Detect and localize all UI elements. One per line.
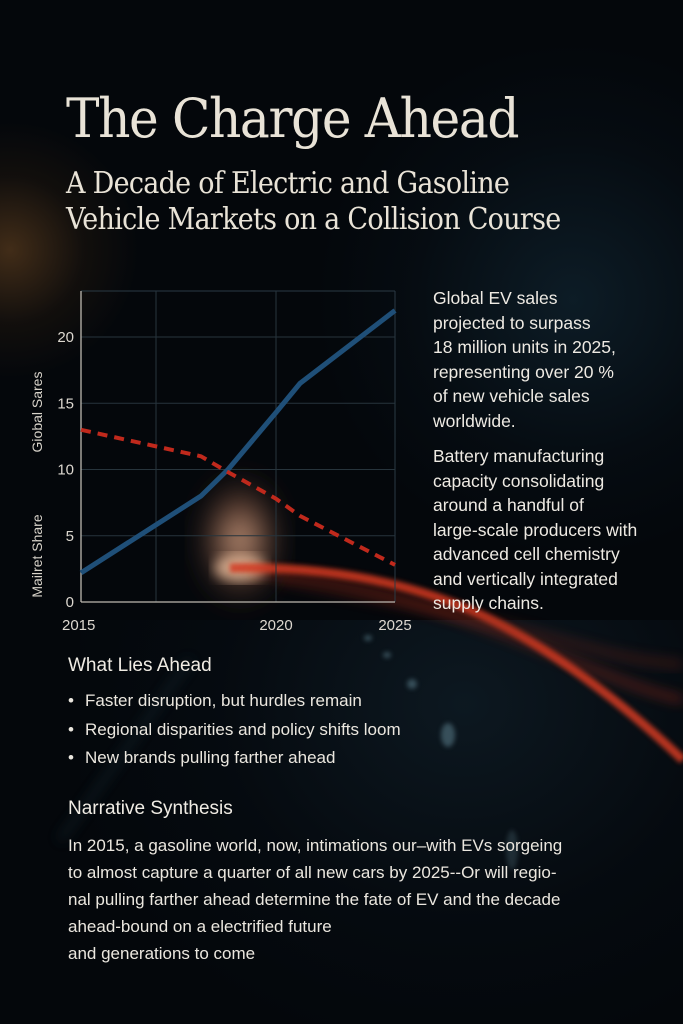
paragraph-line: and generations to come <box>68 944 256 963</box>
bullet-icon: • <box>68 748 74 767</box>
ev-sales-line <box>79 308 397 576</box>
paragraph-line: to almost capture a quarter of all new c… <box>68 863 557 882</box>
chart-canvas: 0 5 10 15 20 2015 2020 2025 Giobal Sares Mailret … <box>29 290 412 634</box>
x-tick-label: 2015 <box>62 617 95 634</box>
line-chart: 0 5 10 15 20 2015 2020 2025 Giobal Sares Mailret … <box>0 270 420 640</box>
paragraph-line: nal pulling farther ahead determine the … <box>68 890 561 909</box>
subtitle-line-1: A Decade of Electric and Gasoline <box>66 166 510 201</box>
y-tick-label: 10 <box>57 462 74 479</box>
callout-line: around a handful of <box>433 495 584 515</box>
y-tick-label: 5 <box>66 528 74 545</box>
list-item-text: Regional disparities and policy shifts l… <box>85 719 401 739</box>
callout-line: Global EV sales <box>433 288 558 308</box>
synthesis-paragraph: In 2015, a gasoline world, now, intimati… <box>68 832 668 967</box>
callout-line: advanced cell chemistry <box>433 544 620 564</box>
ev-sales-text: Global EV sales projected to surpass 18 … <box>433 286 673 433</box>
paragraph-line: In 2015, a gasoline world, now, intimati… <box>68 836 563 855</box>
section-heading: What Lies Ahead <box>68 655 212 676</box>
bullet-icon: • <box>68 691 74 710</box>
callout-line: large-scale producers with <box>433 519 638 540</box>
battery-callout: Battery manufacturing capacity consolida… <box>433 444 673 616</box>
callout-line: 18 million units in 2025, <box>433 337 616 357</box>
chart-grid <box>81 290 396 602</box>
bullet-list: • Faster disruption, but hurdles remain •… <box>68 687 668 773</box>
callout-line: representing over 20 % <box>433 361 614 382</box>
list-item: • Regional disparities and policy shifts … <box>68 716 668 745</box>
paragraph-line: ahead-bound on a electrified future <box>68 917 332 936</box>
list-item: • Faster disruption, but hurdles remain <box>68 687 668 716</box>
list-item: • New brands pulling farther ahead <box>68 744 668 773</box>
narrative-synthesis-section: Narrative Synthesis In 2015, a gasoline … <box>68 798 668 967</box>
callout-line: projected to surpass <box>433 312 591 333</box>
teal-glow <box>313 40 683 560</box>
callout-line: of new vehicle sales <box>433 386 590 406</box>
callout-line: supply chains. <box>433 593 544 613</box>
battery-text: Battery manufacturing capacity consolida… <box>433 444 673 616</box>
y-tick-label: 0 <box>66 594 74 611</box>
page-title: The Charge Ahead <box>66 87 520 150</box>
callout-line: capacity consolidating <box>433 470 605 491</box>
y-tick-label: 20 <box>57 329 74 346</box>
x-tick-label: 2020 <box>259 617 292 634</box>
ev-sales-callout: Global EV sales projected to surpass 18 … <box>433 286 673 433</box>
section-heading: Narrative Synthesis <box>68 798 233 819</box>
callout-line: Battery manufacturing <box>433 446 605 466</box>
y-axis-title-share: Mailret Share <box>29 514 45 597</box>
list-item-text: New brands pulling farther ahead <box>85 748 336 767</box>
callout-line: and vertically integrated <box>433 568 618 589</box>
road-glow <box>80 620 683 1024</box>
subtitle-line-2: Vehicle Markets on a Collision Course <box>66 202 561 237</box>
list-item-text: Faster disruption, but hurdles remain <box>85 691 362 710</box>
gasoline-share-line <box>80 427 396 567</box>
x-tick-label: 2025 <box>378 617 411 634</box>
page-subtitle: A Decade of Electric and Gasoline Vehicl… <box>66 166 561 238</box>
bullet-icon: • <box>68 719 74 739</box>
y-axis-title-sales: Giobal Sares <box>29 372 45 453</box>
what-lies-ahead-section: What Lies Ahead • Faster disruption, but … <box>68 655 668 773</box>
callout-line: worldwide. <box>433 410 516 431</box>
y-tick-label: 15 <box>57 395 74 412</box>
